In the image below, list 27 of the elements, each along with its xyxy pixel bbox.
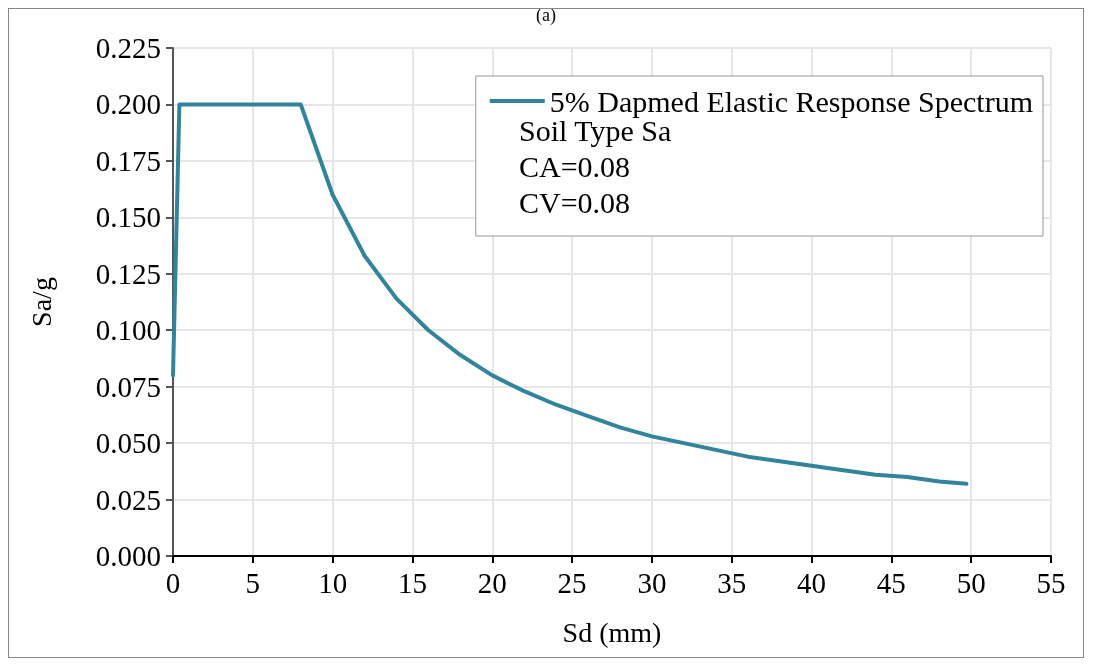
x-tick-label: 35 (717, 566, 747, 599)
y-tick-label: 0.200 (95, 88, 161, 121)
x-tick-label: 20 (477, 566, 507, 599)
x-tick-label: 30 (637, 566, 667, 599)
y-tick-label: 0.050 (95, 427, 161, 460)
x-axis-title: Sd (mm) (562, 616, 662, 648)
x-tick-label: 5 (245, 566, 261, 599)
x-tick-label: 40 (797, 566, 827, 599)
y-tick-label: 0.125 (95, 257, 161, 290)
y-tick-label: 0.100 (95, 314, 161, 347)
y-axis-title: Sa/g (25, 277, 57, 327)
x-tick-label: 45 (876, 566, 906, 599)
y-tick-label: 0.025 (95, 483, 161, 516)
x-tick-label: 50 (956, 566, 986, 599)
x-tick-label: 15 (397, 566, 427, 599)
x-tick-label: 0 (165, 566, 181, 599)
y-tick-label: 0.000 (95, 540, 161, 572)
x-tick-label: 25 (557, 566, 587, 599)
y-tick-label: 0.150 (95, 201, 161, 234)
y-tick-label: 0.075 (95, 370, 161, 403)
annotation: CA=0.08 (519, 149, 631, 183)
x-tick-label: 10 (318, 566, 348, 599)
y-tick-label: 0.175 (95, 144, 161, 177)
y-tick-label: 0.225 (95, 32, 161, 64)
chart-title: (a) (536, 5, 556, 26)
annotation: CV=0.08 (519, 185, 631, 219)
x-tick-label: 55 (1036, 566, 1066, 599)
